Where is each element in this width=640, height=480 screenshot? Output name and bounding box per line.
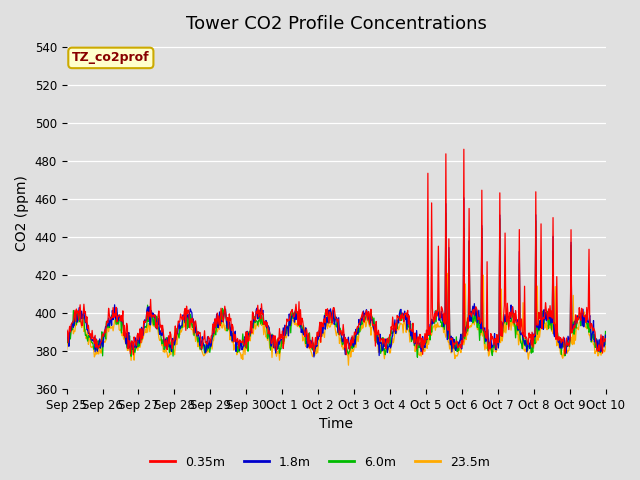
1.8m: [63, 328, 70, 334]
23.5m: [418, 347, 426, 352]
1.8m: [310, 354, 318, 360]
0.35m: [460, 146, 468, 152]
6.0m: [442, 210, 450, 216]
0.35m: [129, 352, 137, 358]
23.5m: [128, 347, 136, 353]
1.8m: [128, 338, 136, 344]
23.5m: [344, 362, 352, 368]
23.5m: [72, 323, 80, 328]
0.35m: [418, 335, 426, 341]
1.8m: [72, 311, 80, 317]
23.5m: [403, 329, 410, 335]
6.0m: [128, 343, 136, 349]
Line: 0.35m: 0.35m: [67, 149, 605, 355]
Line: 1.8m: 1.8m: [67, 198, 605, 357]
6.0m: [413, 354, 421, 360]
6.0m: [183, 312, 191, 318]
Legend: 0.35m, 1.8m, 6.0m, 23.5m: 0.35m, 1.8m, 6.0m, 23.5m: [145, 451, 495, 474]
1.8m: [403, 313, 410, 319]
Line: 23.5m: 23.5m: [67, 274, 605, 365]
0.35m: [63, 327, 70, 333]
0.35m: [128, 338, 136, 344]
6.0m: [401, 316, 409, 322]
6.0m: [211, 331, 219, 336]
6.0m: [418, 347, 426, 352]
1.8m: [211, 325, 219, 331]
0.35m: [72, 306, 80, 312]
0.35m: [602, 336, 609, 342]
6.0m: [63, 336, 70, 342]
Y-axis label: CO2 (ppm): CO2 (ppm): [15, 175, 29, 251]
23.5m: [183, 317, 191, 323]
23.5m: [211, 332, 219, 337]
23.5m: [63, 347, 70, 352]
X-axis label: Time: Time: [319, 418, 353, 432]
Title: Tower CO2 Profile Concentrations: Tower CO2 Profile Concentrations: [186, 15, 486, 33]
Line: 6.0m: 6.0m: [67, 213, 605, 357]
1.8m: [460, 195, 468, 201]
6.0m: [602, 329, 609, 335]
1.8m: [602, 332, 609, 338]
0.35m: [184, 311, 191, 316]
0.35m: [212, 324, 220, 330]
23.5m: [444, 271, 451, 276]
Text: TZ_co2prof: TZ_co2prof: [72, 51, 150, 64]
0.35m: [403, 310, 410, 316]
1.8m: [183, 312, 191, 318]
1.8m: [418, 345, 426, 351]
6.0m: [72, 322, 80, 327]
23.5m: [602, 343, 609, 349]
